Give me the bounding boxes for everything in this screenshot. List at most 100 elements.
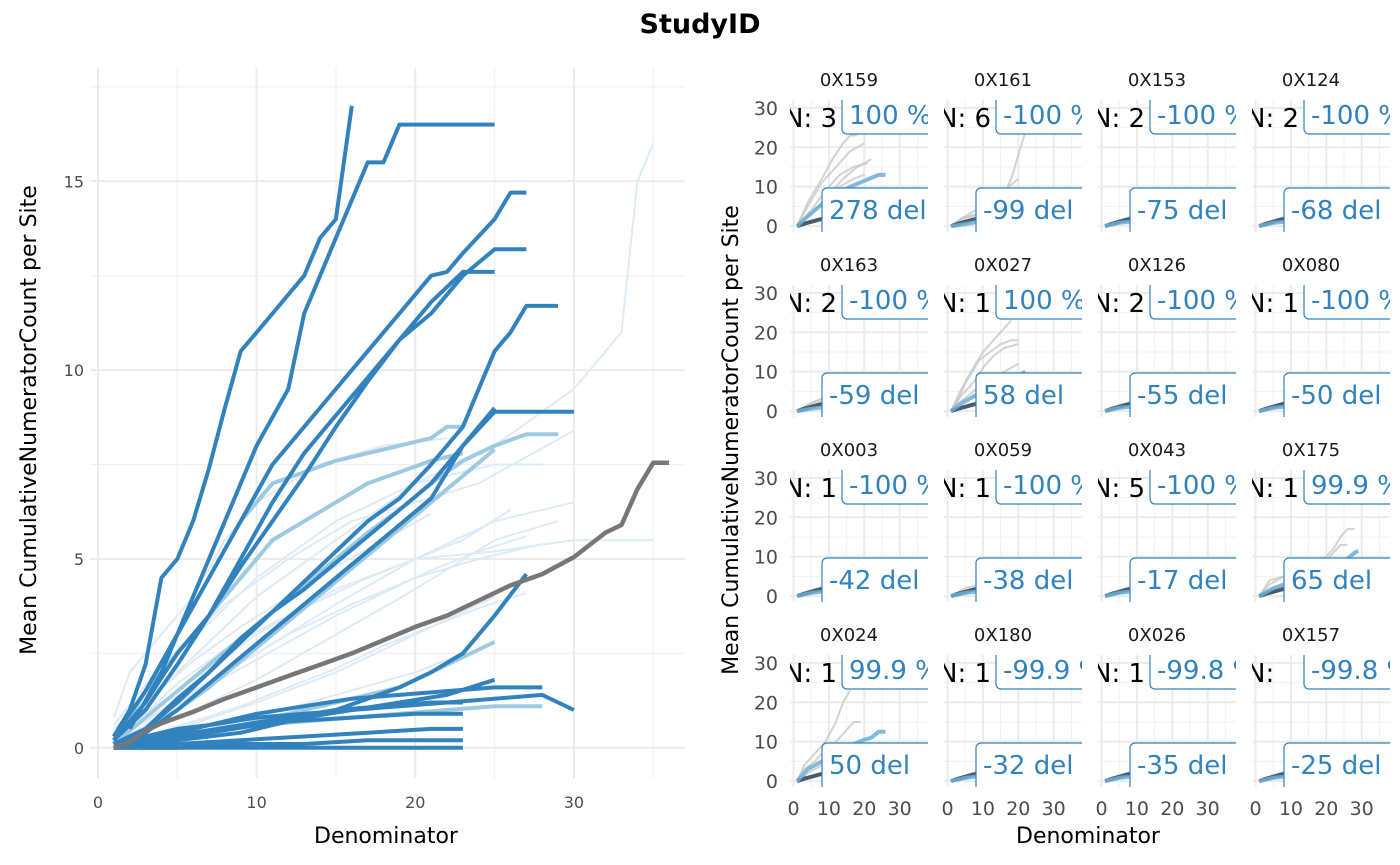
facet-pct-label-box (1149, 285, 1236, 320)
facet-strip-title: 0X126 (1128, 255, 1186, 276)
facet-strip-title: 0X059 (974, 440, 1032, 461)
facet-other-site-line (950, 339, 1019, 412)
facet-pct-label-box (841, 100, 928, 135)
facets-x-axis-label: Denominator (1016, 824, 1161, 849)
facet-pct-label: -99.8 % (1311, 656, 1400, 686)
facet-pct-label-box (1303, 470, 1390, 505)
facet-delta-label: -42 del (829, 566, 919, 596)
facet-panel-0x080: N: 1 -100 % -50 del 0X080 (1246, 255, 1400, 417)
facet-strip-title: 0X043 (1128, 440, 1186, 461)
facet-strip-title: 0X180 (974, 625, 1032, 646)
facet-delta-label-box (975, 372, 1082, 417)
facets-y-axis-label: Mean CumulativeNumeratorCount per Site (719, 205, 744, 675)
facet-delta-label-box (975, 742, 1082, 787)
facet-x-tick-label: 30 (1196, 798, 1220, 820)
facet-site-line (796, 589, 826, 599)
facet-strip-title: 0X080 (1282, 255, 1340, 276)
facet-panel-0x159: N: 3 100 % 278 del 0X159 0 10 20 30 (754, 70, 932, 238)
facet-delta-label: -75 del (1137, 196, 1227, 226)
facet-n-label: N: 1 (1092, 659, 1145, 689)
facet-other-site-line (796, 689, 852, 782)
facet-delta-label: -68 del (1291, 196, 1381, 226)
facet-delta-label-box (1283, 742, 1390, 787)
overview-x-axis-label: Denominator (314, 824, 459, 849)
facet-panel-0x157: N: -99.8 % -25 del 0X157 0 10 20 30 (1249, 625, 1400, 820)
facet-strip-title: 0X003 (820, 440, 878, 461)
facet-x-tick-label: 10 (1125, 798, 1149, 820)
facet-pct-label-box (995, 655, 1082, 690)
facet-y-tick-label: 30 (754, 653, 778, 675)
facet-n-label: N: 2 (1246, 104, 1299, 134)
facet-pct-label-box (1303, 655, 1390, 690)
facet-x-tick-label: 10 (817, 798, 841, 820)
facet-x-tick-label: 20 (1160, 798, 1184, 820)
facet-x-tick-label: 10 (971, 798, 995, 820)
facet-pct-label-box (995, 285, 1082, 320)
facet-pct-label-box (1149, 655, 1236, 690)
facet-pct-label: 99.9 % (849, 656, 940, 686)
facet-x-tick-label: 0 (941, 798, 953, 820)
facet-delta-label: -59 del (829, 381, 919, 411)
facet-pct-label-box (841, 470, 928, 505)
facet-n-label: N: 3 (784, 104, 837, 134)
facet-n-label: N: 1 (1246, 289, 1299, 319)
facet-delta-label-box (1283, 372, 1390, 417)
facet-n-label: N: 2 (784, 289, 837, 319)
overview-study-mean-line (113, 460, 670, 750)
facet-n-label: N: 1 (938, 659, 991, 689)
facet-strip-title: 0X124 (1282, 70, 1340, 91)
facet-x-tick-label: 0 (1249, 798, 1261, 820)
facet-panel-0x024: N: 1 99.9 % 50 del 0X024 0 10 20 30 0 10 20 30 (754, 625, 940, 820)
facet-strip-title: 0X027 (974, 255, 1032, 276)
facet-n-label: N: 6 (938, 104, 991, 134)
facet-pct-label: -100 % (1157, 286, 1249, 316)
facet-panel-0x161: N: 6 -100 % -99 del 0X161 (938, 70, 1082, 232)
facet-y-tick-label: 30 (754, 98, 778, 120)
facet-x-tick-label: 30 (888, 798, 912, 820)
facet-delta-label: 50 del (829, 751, 910, 781)
facet-delta-label-box (1283, 187, 1390, 232)
overview-y-tick-label: 0 (74, 739, 84, 758)
facet-n-label: N: 1 (1246, 474, 1299, 504)
facet-panel-0x003: N: 1 -100 % -42 del 0X003 0 10 20 30 (754, 440, 941, 608)
facet-pct-label: 100 % (849, 101, 932, 131)
facet-n-label: N: 1 (938, 289, 991, 319)
facet-delta-label: -55 del (1137, 381, 1227, 411)
facet-strip-title: 0X175 (1282, 440, 1340, 461)
overview-background-site-line (112, 437, 448, 718)
facet-n-label: N: 1 (938, 474, 991, 504)
facet-other-site-line (796, 134, 858, 227)
facet-delta-label-box (975, 557, 1082, 602)
facet-site-line (1258, 404, 1288, 414)
facet-pct-label: -100 % (1311, 286, 1400, 316)
facet-delta-label: 58 del (983, 381, 1064, 411)
facet-n-label: N: 2 (1092, 289, 1145, 319)
facet-pct-label: -100 % (849, 471, 941, 501)
overview-x-tick-label: 30 (564, 793, 584, 812)
facet-panel-0x180: N: 1 -99.9 % -32 del 0X180 0 10 20 30 (938, 625, 1103, 820)
facet-y-tick-label: 30 (754, 468, 778, 490)
facet-y-tick-label: 10 (754, 547, 778, 569)
facet-other-site-line (950, 319, 1012, 412)
facet-delta-label: -17 del (1137, 566, 1227, 596)
overview-flagged-site-line (113, 700, 463, 750)
overview-flagged-site-line (112, 190, 527, 738)
overview-x-tick-label: 10 (246, 793, 266, 812)
overview-flagged-site-line (127, 122, 495, 730)
facet-x-tick-label: 0 (787, 798, 799, 820)
facet-delta-label: -35 del (1137, 751, 1227, 781)
facet-pct-label: -100 % (1311, 101, 1400, 131)
overview-warning-site-line (112, 432, 559, 746)
facet-delta-label-box (821, 742, 928, 787)
facet-n-label: N: 2 (1092, 104, 1145, 134)
facet-strip-title: 0X163 (820, 255, 878, 276)
facet-y-tick-label: 0 (766, 216, 778, 238)
overview-x-tick-label: 20 (405, 793, 425, 812)
facet-site-line (1258, 774, 1288, 784)
overview-y-tick-label: 15 (64, 172, 84, 191)
facet-pct-label: -99.9 % (1003, 656, 1103, 686)
facet-x-tick-label: 30 (1042, 798, 1066, 820)
facet-y-tick-label: 30 (754, 283, 778, 305)
facet-pct-label-box (995, 100, 1082, 135)
facet-pct-label: -99.8 % (1157, 656, 1257, 686)
